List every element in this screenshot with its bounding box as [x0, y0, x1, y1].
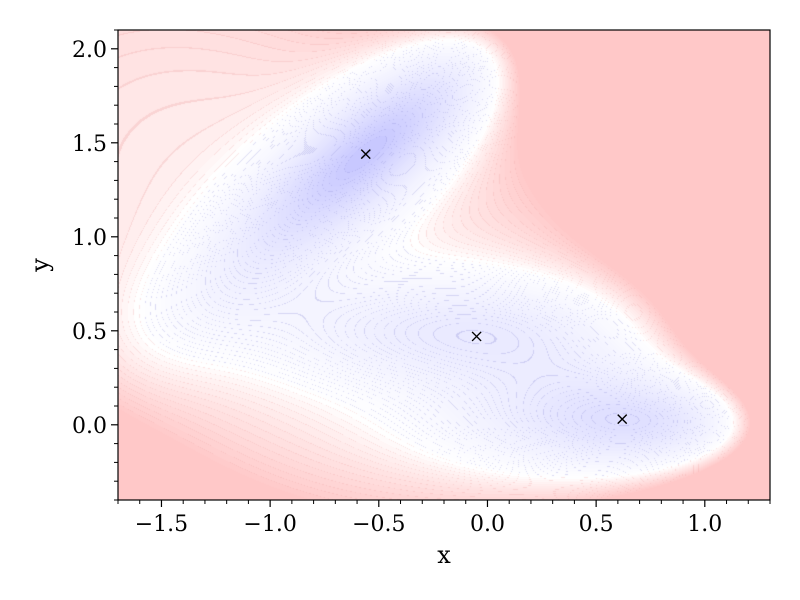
y-axis-label: y [26, 258, 54, 273]
minima-markers [360, 149, 628, 425]
minimum-marker [471, 331, 482, 342]
y-tick-label: 1.0 [72, 226, 107, 251]
x-ticks: −1.5 −1.0 −0.5 0.0 0.5 1.0 [135, 500, 722, 537]
x-tick-label: 0.0 [470, 512, 505, 537]
x-tick-label: 0.5 [579, 512, 614, 537]
x-tick-label: −1.5 [135, 512, 188, 537]
x-axis: −1.5 −1.0 −0.5 0.0 0.5 1.0 x [117, 500, 771, 569]
y-tick-label: 0.5 [72, 320, 107, 345]
minimum-marker [360, 149, 371, 160]
y-tick-label: 2.0 [72, 38, 107, 63]
minimum-marker [617, 414, 628, 425]
x-axis-label: x [437, 541, 451, 569]
x-minor-ticks [117, 500, 771, 504]
minimum-marker-stroke [360, 149, 371, 160]
y-tick-label: 1.5 [72, 132, 107, 157]
contour-image [118, 30, 770, 500]
minimum-marker-stroke [617, 414, 628, 425]
y-axis: 0.0 0.5 1.0 1.5 2.0 y [26, 29, 118, 501]
x-tick-label: −0.5 [352, 512, 405, 537]
y-minor-ticks [114, 29, 118, 501]
x-tick-label: 1.0 [687, 512, 722, 537]
y-tick-label: 0.0 [72, 414, 107, 439]
y-ticks: 0.0 0.5 1.0 1.5 2.0 [72, 38, 118, 439]
plot-area [117, 29, 771, 501]
contour-field [118, 30, 770, 500]
x-tick-label: −1.0 [243, 512, 296, 537]
minimum-marker-stroke [471, 331, 482, 342]
